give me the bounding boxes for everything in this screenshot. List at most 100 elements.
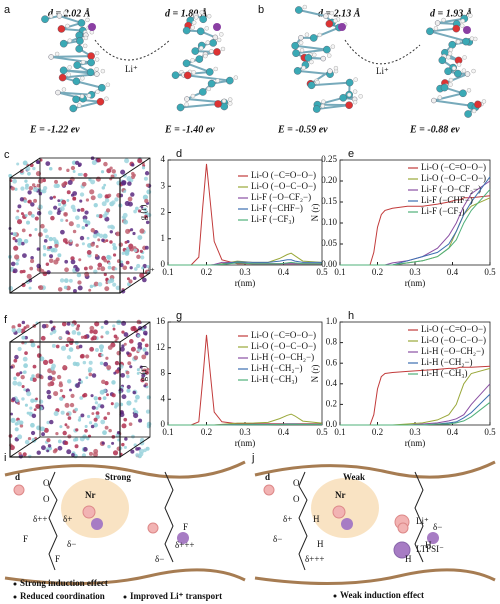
md-atom <box>90 424 95 429</box>
atom <box>451 66 457 71</box>
atom <box>339 93 348 102</box>
md-atom <box>135 394 140 400</box>
md-atom <box>101 201 107 207</box>
atom <box>76 37 84 45</box>
md-atom <box>142 330 148 336</box>
coordination-link <box>344 39 421 65</box>
md-atom <box>33 198 38 203</box>
md-atom <box>109 230 113 234</box>
bullet-text: Strong induction effect <box>20 578 108 588</box>
atom <box>207 14 212 19</box>
bond <box>311 81 350 87</box>
md-atom <box>144 214 148 219</box>
md-atom <box>93 422 99 428</box>
legend-label: Li⁺ <box>416 516 429 526</box>
md-atom <box>35 397 38 401</box>
md-atom <box>70 259 76 265</box>
md-atom <box>20 374 25 380</box>
md-atom <box>144 198 149 204</box>
panel-label: c <box>4 149 10 161</box>
md-atom <box>120 260 124 264</box>
legend-label: Li-O (−O−C−O−) <box>251 341 316 351</box>
strength-label: Weak <box>343 472 365 482</box>
md-atom <box>100 353 104 357</box>
md-atom <box>144 351 149 356</box>
md-atom <box>136 368 140 372</box>
md-atom <box>43 427 49 433</box>
atom <box>95 89 100 94</box>
md-atom <box>79 235 85 241</box>
md-atom <box>66 322 71 326</box>
chart: e0.1 0.2 0.3 0.4 0.50.000.050.100.150.200.25… <box>310 148 496 288</box>
atom <box>299 48 305 53</box>
md-atom <box>51 370 56 375</box>
y-tick-label: 0.25 <box>321 154 337 164</box>
md-atom <box>124 249 130 255</box>
md-atom <box>93 281 99 287</box>
md-atom <box>104 216 110 222</box>
md-atom <box>82 218 88 223</box>
md-atom <box>141 266 145 270</box>
md-atom <box>134 399 138 403</box>
md-atom <box>66 199 70 202</box>
li-atom <box>213 23 221 31</box>
md-atom <box>68 278 73 283</box>
md-atom <box>129 339 134 344</box>
md-atom <box>112 245 118 251</box>
x-tick-label: 0.4 <box>447 267 459 277</box>
md-atom <box>100 335 104 339</box>
md-atom <box>127 361 132 366</box>
nr-label: Nr <box>335 490 346 500</box>
atom <box>75 45 83 53</box>
md-atom <box>125 260 130 265</box>
atom <box>73 61 81 69</box>
bond <box>433 99 472 107</box>
md-atom <box>64 441 69 445</box>
md-atom <box>72 229 77 234</box>
md-atom <box>89 346 95 352</box>
atom <box>298 40 304 45</box>
md-atom <box>115 285 121 291</box>
y-tick-label: 1 <box>161 233 166 243</box>
md-atom <box>30 342 36 348</box>
atom <box>61 87 67 92</box>
atom <box>304 32 310 37</box>
md-atom <box>93 202 98 208</box>
bullet-dot <box>123 595 127 599</box>
md-atom <box>74 160 80 166</box>
y-axis-label: N (r) <box>310 204 320 222</box>
md-atom <box>103 272 107 277</box>
md-atom <box>135 453 140 457</box>
md-atom <box>70 204 76 210</box>
x-tick-label: 0.3 <box>239 267 251 277</box>
atom <box>184 96 190 102</box>
atom <box>434 20 441 26</box>
atom <box>104 96 109 101</box>
md-atom <box>13 245 19 251</box>
legend-label: Li-H (−CH₃) <box>251 374 297 384</box>
md-atom <box>100 419 106 425</box>
md-atom <box>65 330 70 335</box>
md-atom <box>85 354 90 359</box>
md-atom <box>16 219 23 225</box>
energy: E = -0.59 ev <box>277 124 328 135</box>
y-tick-label: 0 <box>161 259 166 269</box>
md-atom <box>92 452 98 458</box>
x-axis-label: r(nm) <box>235 438 256 448</box>
md-atom <box>141 166 146 170</box>
x-axis-label: r(nm) <box>235 278 256 288</box>
atom <box>474 100 482 109</box>
md-atom <box>142 194 149 200</box>
md-atom <box>45 234 49 239</box>
atom <box>48 14 54 19</box>
md-atom <box>42 271 48 277</box>
atom <box>469 36 475 41</box>
atom <box>67 38 72 43</box>
md-atom <box>91 160 97 166</box>
md-atom <box>134 267 138 271</box>
energy: E = -0.88 ev <box>409 124 460 135</box>
atom <box>184 102 189 107</box>
md-atom <box>88 451 93 456</box>
md-atom <box>36 353 42 358</box>
